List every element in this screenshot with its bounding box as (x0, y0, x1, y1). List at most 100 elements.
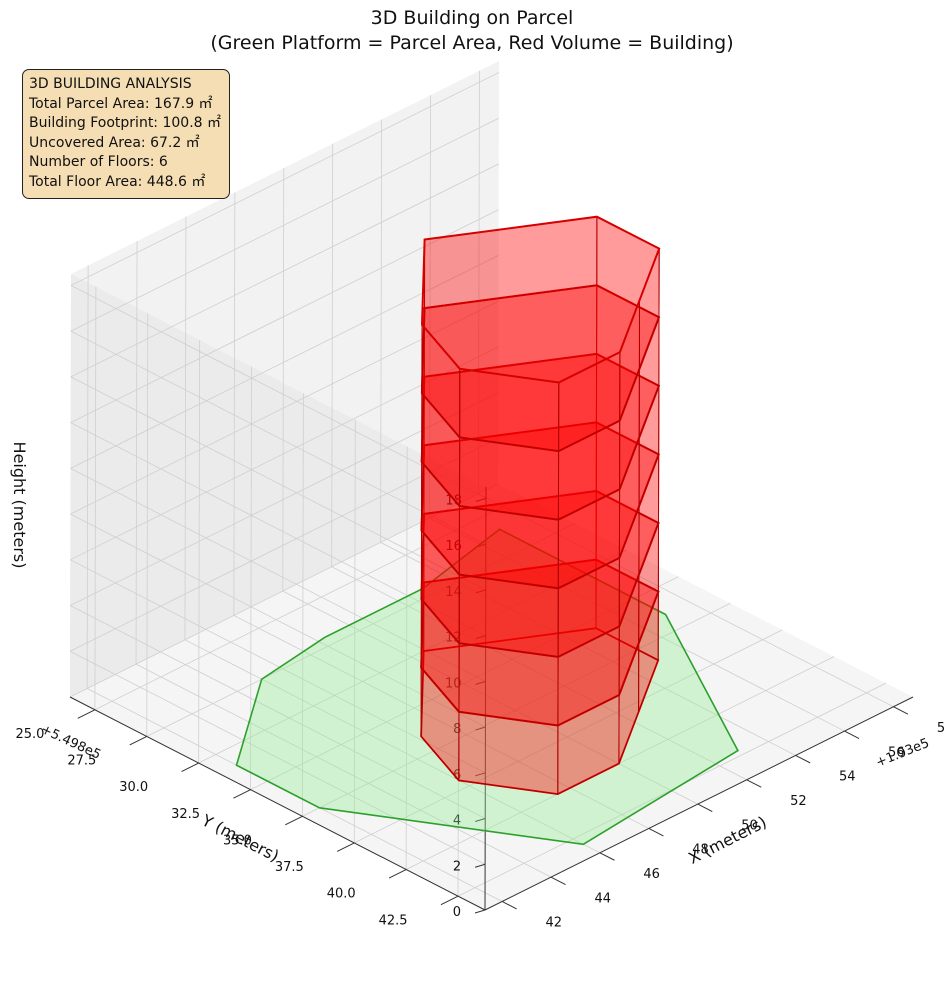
grid-x-floor (135, 663, 552, 878)
grid-z-right (69, 437, 499, 652)
grid-y-floor (94, 496, 524, 711)
x-tick (795, 754, 811, 764)
x-tick (501, 901, 517, 910)
pane-floor (70, 484, 913, 910)
y-axis-line (69, 696, 486, 911)
grid-z-left (70, 559, 486, 774)
info-parcel-area: Total Parcel Area: 167.9 ㎡ (29, 95, 213, 112)
grid-x-floor (184, 639, 601, 854)
z-tick-label: 14 (445, 585, 462, 600)
x-tick-label: 52 (790, 794, 807, 809)
grid-x-wall (282, 168, 285, 592)
y-tick-label: 40.0 (327, 887, 356, 902)
grid-x-wall (331, 143, 334, 567)
info-uncovered-area: Uncovered Area: 67.2 ㎡ (29, 134, 200, 151)
x-tick (893, 706, 909, 715)
grid-x-wall (233, 192, 236, 616)
z-axis-label: Height (meters) (10, 442, 29, 569)
grid-x-floor (478, 493, 894, 708)
x-tick-label: 50 (741, 818, 758, 833)
info-box-title: 3D BUILDING ANALYSIS (29, 76, 192, 92)
info-building-footprint: Building Footprint: 100.8 ㎡ (29, 115, 222, 131)
info-total-floor-area: Total Floor Area: 448.6 ㎡ (29, 173, 206, 190)
grid-x-wall (184, 216, 187, 640)
x-tick-label: 48 (692, 843, 709, 858)
x-tick (746, 779, 762, 788)
y-tick (336, 842, 355, 852)
z-tick (475, 589, 486, 594)
grid-y-floor (146, 523, 575, 737)
grid-z-left (70, 376, 486, 591)
grid-y-wall (457, 473, 460, 897)
z-tick (475, 635, 486, 640)
z-tick (475, 497, 487, 502)
grid-y-floor (405, 656, 835, 870)
grid-y-wall (353, 419, 356, 843)
axis-lines (69, 486, 914, 911)
z-axis-line (484, 486, 487, 911)
grid-z-right (70, 346, 499, 561)
x-tick-label: 58 (937, 721, 944, 736)
z-tick (475, 680, 486, 685)
grid-z-right (70, 117, 500, 332)
grid-x-floor (380, 542, 796, 756)
y-tick (388, 869, 407, 879)
grid-y-floor (302, 602, 731, 817)
grid-y-floor (250, 576, 679, 791)
grid-y-wall (301, 393, 304, 817)
grid-z-left (70, 285, 487, 499)
grid-z-right (70, 300, 499, 515)
y-tick-label: 32.5 (171, 807, 200, 822)
y-tick-label: 25.0 (15, 727, 44, 742)
grid-x-floor (331, 566, 747, 781)
x-tick (550, 876, 566, 886)
z-tick-label: 8 (453, 722, 461, 737)
grid-x-floor (282, 590, 698, 805)
grid-z-left (70, 513, 486, 728)
y-tick-label: 30.0 (119, 780, 148, 795)
building-volume (420, 215, 661, 796)
grid-y-floor (198, 549, 627, 764)
y-tick (285, 815, 303, 826)
x-tick-label: 46 (643, 867, 660, 882)
grid-z-left (70, 422, 486, 636)
z-tick (474, 909, 486, 914)
z-tick-label: 4 (453, 814, 461, 829)
z-tick (475, 772, 486, 777)
y-tick-label: 27.5 (67, 754, 96, 769)
y-tick (233, 789, 251, 799)
axis-panes (70, 61, 913, 910)
y-tick-label: 35.0 (223, 833, 252, 848)
y-tick (77, 709, 96, 719)
x-tick (844, 730, 860, 739)
z-tick-label: 0 (453, 905, 461, 920)
grid-z-left (70, 467, 486, 682)
x-axis-label: X (meters) (685, 812, 769, 868)
info-floor-count: Number of Floors: 6 (29, 154, 168, 170)
floor-6-top (420, 215, 661, 384)
y-tick (129, 735, 147, 746)
grid-x-wall (478, 70, 480, 494)
chart-title: 3D Building on Parcel (370, 7, 574, 29)
grid-z-right (70, 209, 499, 423)
z-tick-label: 16 (445, 539, 462, 554)
grid-y-floor (354, 629, 783, 844)
grid-z-right (70, 72, 500, 286)
grid-x-floor (429, 517, 845, 732)
grid-z-right (70, 163, 499, 378)
y-axis-label: Y (meters) (198, 810, 282, 865)
z-tick-label: 2 (453, 859, 461, 874)
y-tick (440, 895, 459, 906)
x-tick-label: 54 (839, 770, 856, 785)
info-box: 3D BUILDING ANALYSIS Total Parcel Area: … (22, 69, 230, 199)
x-offset-label: +1.93e5 (874, 736, 932, 771)
y-tick (181, 762, 199, 772)
x-axis-line (484, 696, 914, 911)
y-tick-label: 37.5 (275, 860, 304, 875)
grid-z-right (69, 483, 499, 698)
chart-subtitle: (Green Platform = Parcel Area, Red Volum… (210, 32, 734, 54)
grid-z-left (69, 650, 486, 865)
y-tick-label: 42.5 (379, 913, 408, 928)
grid-y-wall (198, 340, 201, 764)
